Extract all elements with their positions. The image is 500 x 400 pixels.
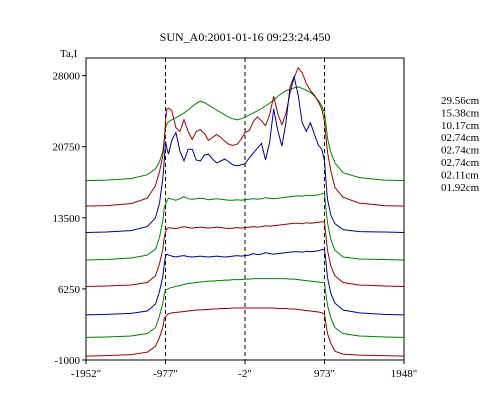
y-tick-label-3: 20750 (53, 142, 81, 154)
x-tick-label-1: -977" (153, 368, 178, 380)
y-tick-label-2: 13500 (53, 213, 81, 225)
series-line-4 (85, 221, 405, 287)
series-line-1 (85, 66, 405, 207)
series-line-6 (85, 278, 405, 338)
series-layer (85, 66, 405, 357)
y-axis-label: Ta,I (60, 48, 78, 60)
series-line-3 (85, 192, 405, 261)
series-line-7 (85, 307, 405, 357)
legend-entry-4: 02.74cm (441, 145, 480, 157)
y-tick-label-0: -1000 (54, 355, 80, 367)
series-line-0 (85, 86, 405, 182)
legend-entry-7: 01.92cm (441, 182, 480, 194)
chart-title: SUN_A0:2001-01-16 09:23:24.450 (160, 30, 331, 44)
legend-entry-0: 29.56cm (441, 95, 480, 107)
legend-entry-3: 02.74cm (441, 132, 480, 144)
x-tick-label-0: -1952" (71, 368, 101, 380)
y-tick-label-4: 28000 (53, 71, 81, 83)
legend: 29.56cm15.38cm10.17cm02.74cm02.74cm02.74… (441, 95, 480, 194)
y-axis-ticks: -1000 6250 13500 20750 28000 (53, 71, 86, 367)
vertical-reference-lines (165, 58, 325, 360)
legend-entry-2: 10.17cm (441, 120, 480, 132)
series-line-2 (85, 74, 405, 233)
x-tick-label-3: 973" (314, 368, 335, 380)
y-tick-label-1: 6250 (58, 284, 81, 296)
x-tick-label-2: -2" (238, 368, 252, 380)
legend-entry-6: 02.11cm (441, 169, 479, 181)
series-line-5 (85, 248, 405, 316)
legend-entry-5: 02.74cm (441, 157, 480, 169)
x-tick-label-4: 1948" (391, 368, 418, 380)
legend-entry-1: 15.38cm (441, 107, 480, 119)
x-axis-ticks: -1952" -977" -2" 973" 1948" (71, 360, 417, 380)
